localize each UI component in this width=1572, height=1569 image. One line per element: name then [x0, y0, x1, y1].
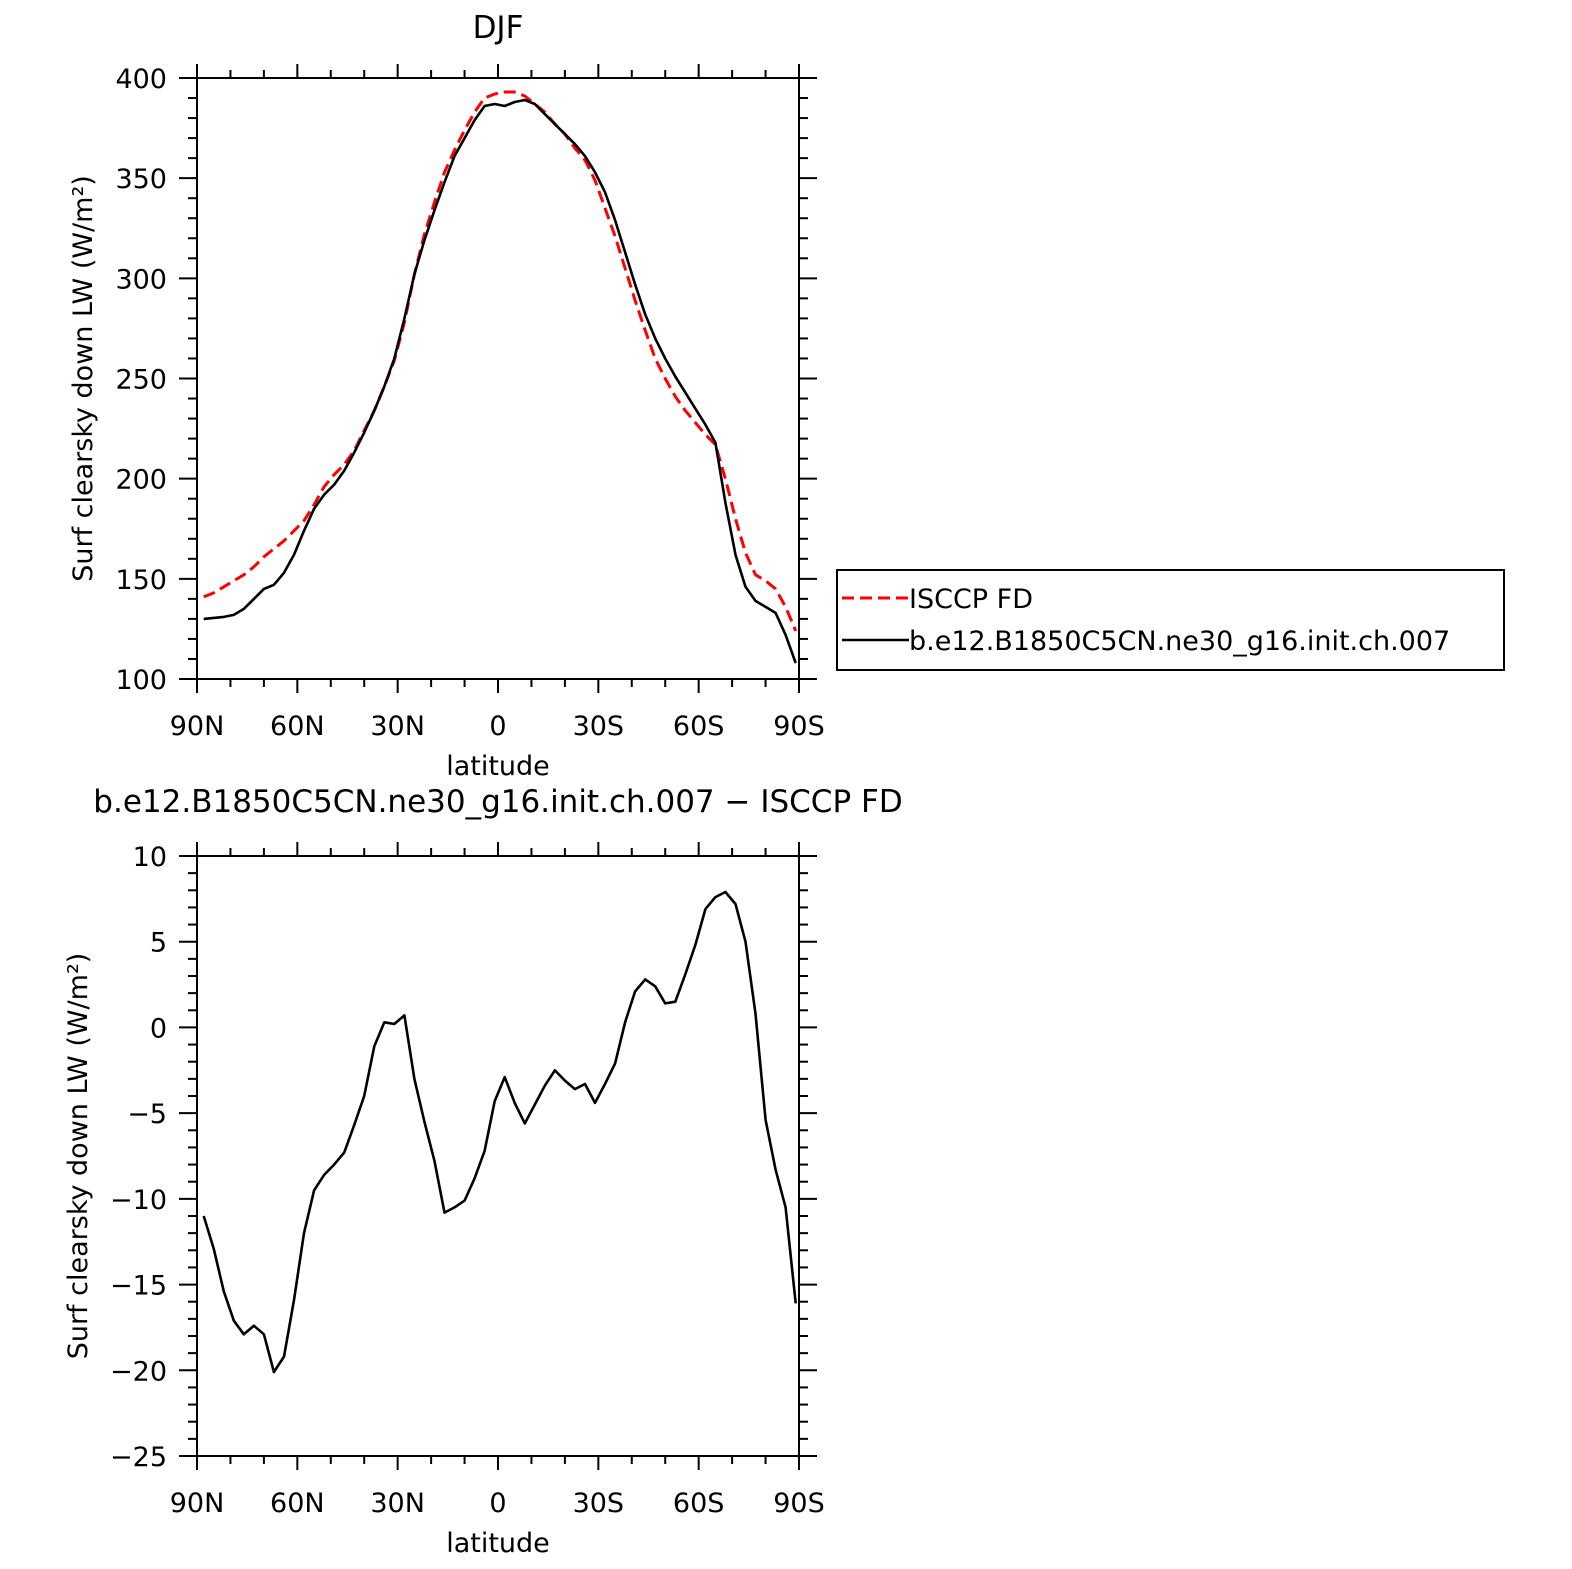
series-line-2	[203, 98, 797, 664]
chart-title: DJF	[473, 10, 524, 46]
x-tick-label: 90N	[170, 1488, 225, 1519]
y-tick-label: 100	[115, 665, 167, 696]
y-tick-label: −25	[110, 1442, 167, 1473]
y-tick-label: −5	[127, 1099, 167, 1130]
y-tick-label: 5	[150, 928, 167, 959]
x-tick-label: 60N	[270, 1488, 325, 1519]
y-axis-label: Surf clearsky down LW (W/m²)	[63, 953, 94, 1360]
x-tick-label: 30N	[370, 711, 425, 742]
chart-1: DJF 90N 60N 30N 0 30S 60S 90S 100 150 200 250 300 350…	[68, 10, 1505, 782]
y-tick-label: 350	[115, 164, 167, 195]
y-tick-label: 150	[115, 565, 167, 596]
x-tick-label: 0	[489, 711, 506, 742]
x-axis-label: latitude	[446, 1528, 550, 1559]
series-line-1	[202, 890, 797, 1374]
x-tick-label: 60S	[673, 1488, 725, 1519]
x-tick-label: 30N	[370, 1488, 425, 1519]
legend-label-2: b.e12.B1850C5CN.ne30_g16.init.ch.007	[909, 626, 1450, 657]
x-axis-label: latitude	[446, 751, 550, 782]
chart-title: b.e12.B1850C5CN.ne30_g16.init.ch.007 − I…	[93, 784, 902, 820]
plot-frame	[196, 855, 800, 1457]
y-tick-label: 10	[133, 842, 167, 873]
x-tick-label: 60S	[673, 711, 725, 742]
series-line-1	[203, 90, 798, 632]
y-tick-label: 0	[150, 1013, 167, 1044]
y-tick-label: 300	[115, 264, 167, 295]
x-tick-label: 90N	[170, 711, 225, 742]
y-tick-label: 250	[115, 365, 167, 396]
x-tick-label: 90S	[773, 1488, 825, 1519]
y-axis-label: Surf clearsky down LW (W/m²)	[68, 175, 99, 582]
y-tick-label: −20	[110, 1356, 167, 1387]
x-tick-label: 30S	[573, 1488, 625, 1519]
x-tick-label: 90S	[773, 711, 825, 742]
x-tick-label: 60N	[270, 711, 325, 742]
y-tick-label: −15	[110, 1271, 167, 1302]
legend: ISCCP FD b.e12.B1850C5CN.ne30_g16.init.ch…	[836, 569, 1505, 671]
y-tick-label: 400	[115, 64, 167, 95]
x-tick-label: 30S	[573, 711, 625, 742]
x-tick-label: 0	[489, 1488, 506, 1519]
legend-label-1: ISCCP FD	[909, 584, 1033, 615]
chart-2: b.e12.B1850C5CN.ne30_g16.init.ch.007 − I…	[63, 784, 903, 1559]
y-tick-label: 200	[115, 465, 167, 496]
legend-box	[836, 569, 1505, 671]
y-tick-label: −10	[110, 1185, 167, 1216]
plot-frame	[196, 77, 800, 680]
